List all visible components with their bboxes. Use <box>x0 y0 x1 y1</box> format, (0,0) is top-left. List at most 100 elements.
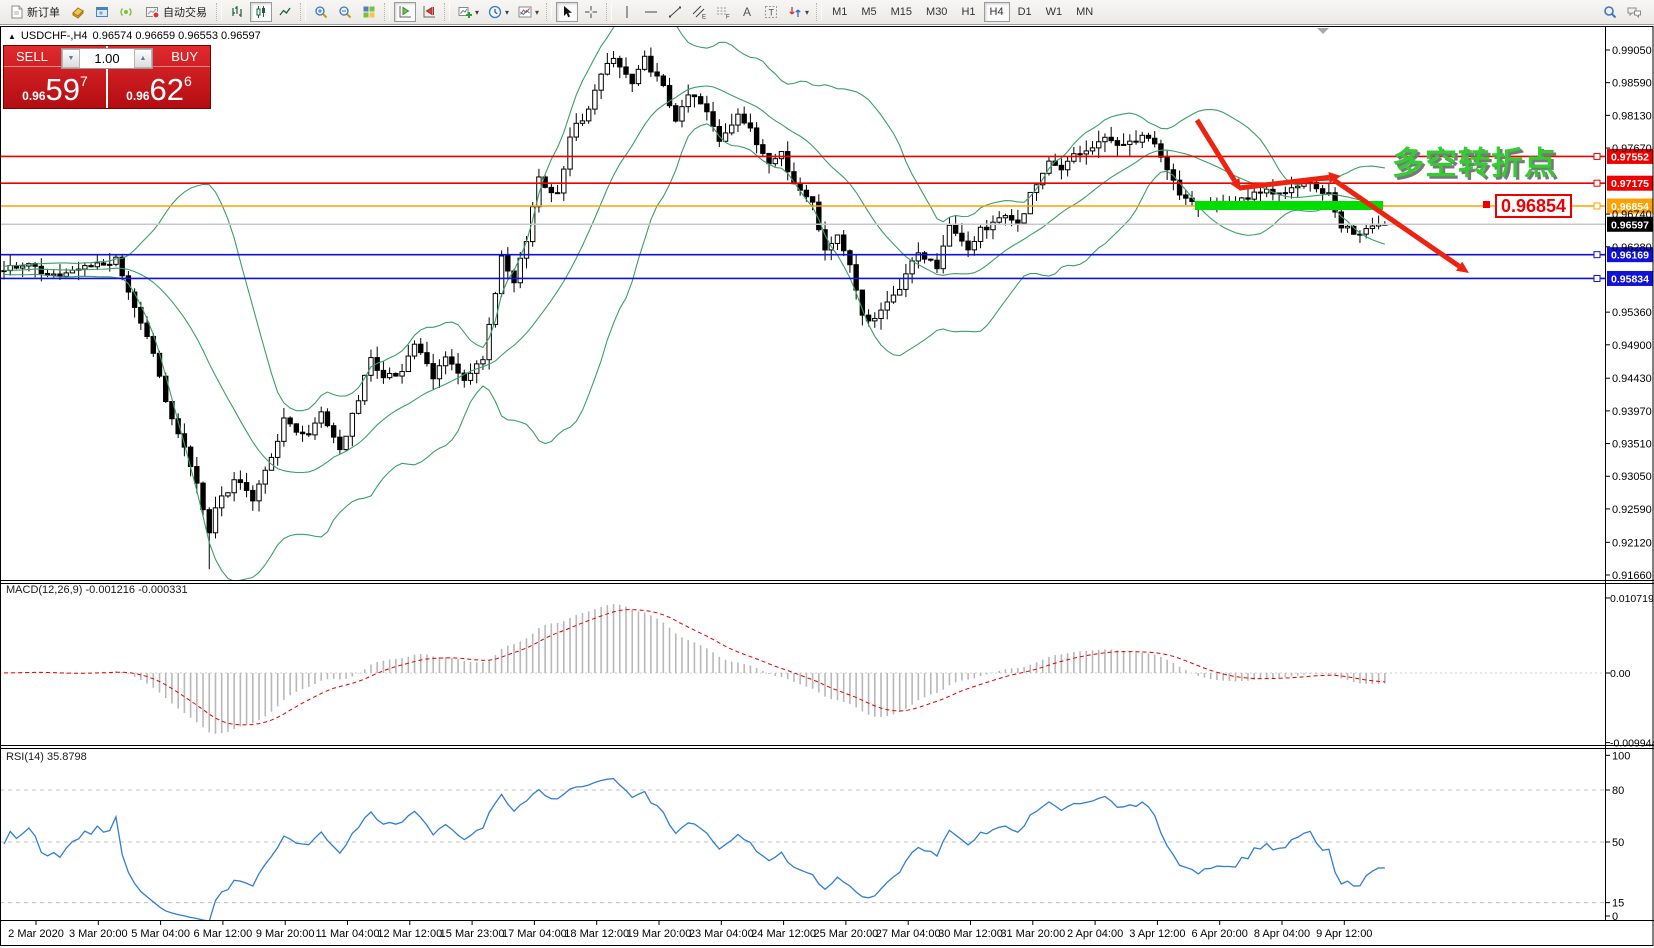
svg-text:0.94430: 0.94430 <box>1612 373 1652 385</box>
chat-button[interactable] <box>1623 2 1645 22</box>
zoom-in-button[interactable] <box>310 2 332 22</box>
svg-text:6 Mar 12:00: 6 Mar 12:00 <box>194 928 253 940</box>
auto-trading-label: 自动交易 <box>163 7 207 19</box>
signal-button[interactable] <box>115 2 137 22</box>
svg-text:2 Apr 04:00: 2 Apr 04:00 <box>1067 928 1123 940</box>
chat-bubbles-icon <box>1627 7 1641 19</box>
svg-text:0.93970: 0.93970 <box>1612 406 1652 418</box>
timeframe-mn-button[interactable]: MN <box>1076 6 1094 18</box>
timeframe-h1-button[interactable]: H1 <box>961 6 976 18</box>
svg-text:0.97670: 0.97670 <box>1612 143 1652 155</box>
bar-chart-mode-button[interactable] <box>226 2 248 22</box>
svg-text:0: 0 <box>1612 911 1618 923</box>
auto-scroll-icon <box>399 6 411 18</box>
sell-price: 0.96597 <box>22 72 88 107</box>
rsi-panel-resize-handle[interactable] <box>0 743 1605 750</box>
arrows-shapes-icon <box>789 7 801 17</box>
svg-text:9 Mar 20:00: 9 Mar 20:00 <box>256 928 315 940</box>
timeframe-m30-button[interactable]: M30 <box>926 6 948 18</box>
toolbar-grip <box>384 3 390 21</box>
zoom-out-icon <box>339 6 352 19</box>
svg-text:80: 80 <box>1612 785 1624 797</box>
horizontal-line-tool-button[interactable] <box>640 2 662 22</box>
svg-text:T: T <box>769 8 775 18</box>
timeframe-h4-button[interactable]: H4 <box>983 2 1010 22</box>
text-label-tool-button[interactable]: T <box>760 2 782 22</box>
timeframe-w1-button[interactable]: W1 <box>1045 6 1063 18</box>
volume-decrease-button[interactable]: ▼ <box>62 49 80 68</box>
zoom-out-button[interactable] <box>334 2 356 22</box>
svg-text:0.95834: 0.95834 <box>1611 273 1649 285</box>
cursor-icon <box>564 6 573 18</box>
timeframe-m1-button[interactable]: M1 <box>832 6 848 18</box>
line-chart-mode-button[interactable] <box>274 2 296 22</box>
svg-text:11 Mar 04:00: 11 Mar 04:00 <box>315 928 379 940</box>
auto-scroll-button[interactable] <box>394 2 416 22</box>
new-order-button[interactable]: 新订单 <box>3 2 65 22</box>
buy-label: BUY <box>128 46 210 67</box>
horizontal-line-icon <box>645 11 658 13</box>
svg-text:19 Mar 20:00: 19 Mar 20:00 <box>627 928 692 940</box>
svg-text:0.93510: 0.93510 <box>1612 439 1652 451</box>
turning-point-annotation[interactable]: 多空转折点 <box>1392 145 1558 181</box>
timeframe-d1-button[interactable]: D1 <box>1017 6 1032 18</box>
cursor-tool-button[interactable] <box>556 2 579 22</box>
chart-shift-button[interactable] <box>418 2 440 22</box>
chevron-down-icon: ▾ <box>805 7 810 17</box>
macd-indicator-label: MACD(12,26,9) -0.001216 -0.000331 <box>6 584 188 596</box>
crosshair-icon <box>585 6 598 18</box>
chart-title: ▲ USDCHF-,H4 0.96574 0.96659 0.96553 0.9… <box>8 30 261 42</box>
candlestick-mode-button[interactable] <box>250 2 272 22</box>
line-chart-icon <box>279 7 291 16</box>
market-watch-button[interactable] <box>67 2 89 22</box>
chevron-down-icon: ▾ <box>535 7 540 17</box>
svg-text:0.98590: 0.98590 <box>1612 78 1652 90</box>
macd-panel-resize-handle[interactable] <box>0 577 1605 584</box>
clock-icon <box>488 5 502 19</box>
signal-icon <box>120 8 132 16</box>
timeframe-m5-button[interactable]: M5 <box>861 6 877 18</box>
collapse-arrow-icon[interactable]: ▲ <box>8 31 16 41</box>
text-tool-button[interactable]: A <box>736 2 758 22</box>
svg-text:23 Mar 04:00: 23 Mar 04:00 <box>689 928 754 940</box>
zoom-in-icon <box>315 6 328 19</box>
shapes-tool-button[interactable]: ▾ <box>784 2 812 22</box>
svg-text:F: F <box>726 15 730 21</box>
price-tag-annotation[interactable]: 0.96854 <box>1495 194 1573 218</box>
svg-text:0.96169: 0.96169 <box>1611 250 1649 262</box>
text-label-icon: T <box>765 6 778 18</box>
new-order-icon <box>11 5 23 19</box>
svg-text:27 Mar 04:00: 27 Mar 04:00 <box>876 928 941 940</box>
svg-text:100: 100 <box>1612 750 1630 762</box>
volume-input[interactable] <box>80 49 134 68</box>
svg-text:12 Mar 12:00: 12 Mar 12:00 <box>377 928 442 940</box>
indicators-icon <box>518 6 532 18</box>
vertical-line-tool-button[interactable] <box>616 2 638 22</box>
indicators-button[interactable]: ▾ <box>514 2 542 22</box>
svg-text:8 Apr 04:00: 8 Apr 04:00 <box>1254 928 1310 940</box>
rsi-indicator-label: RSI(14) 35.8798 <box>6 751 87 763</box>
svg-text:-0.009944: -0.009944 <box>1610 738 1654 750</box>
svg-text:0.95360: 0.95360 <box>1612 307 1652 319</box>
crosshair-tool-button[interactable] <box>580 2 602 22</box>
trendline-tool-button[interactable] <box>664 2 686 22</box>
search-button[interactable] <box>1599 2 1621 22</box>
volume-increase-button[interactable]: ▲ <box>134 49 152 68</box>
fibonacci-tool-button[interactable]: F <box>712 2 734 22</box>
periodicity-button[interactable]: ▾ <box>484 2 512 22</box>
data-window-icon <box>96 7 108 17</box>
svg-text:31 Mar 20:00: 31 Mar 20:00 <box>1000 928 1065 940</box>
channel-tool-button[interactable]: E <box>688 2 710 22</box>
candlestick-icon <box>256 6 265 18</box>
tile-windows-button[interactable] <box>358 2 380 22</box>
toolbar-grip <box>300 3 306 21</box>
svg-text:25 Mar 20:00: 25 Mar 20:00 <box>813 928 878 940</box>
svg-text:0.96854: 0.96854 <box>1611 201 1649 213</box>
svg-text:0.00: 0.00 <box>1610 668 1631 680</box>
svg-text:15 Mar 23:00: 15 Mar 23:00 <box>440 928 505 940</box>
data-window-button[interactable] <box>91 2 113 22</box>
timeframe-m15-button[interactable]: M15 <box>890 6 913 18</box>
new-chart-button[interactable]: ▾ <box>454 2 482 22</box>
auto-trading-button[interactable]: 自动交易 <box>139 2 212 22</box>
